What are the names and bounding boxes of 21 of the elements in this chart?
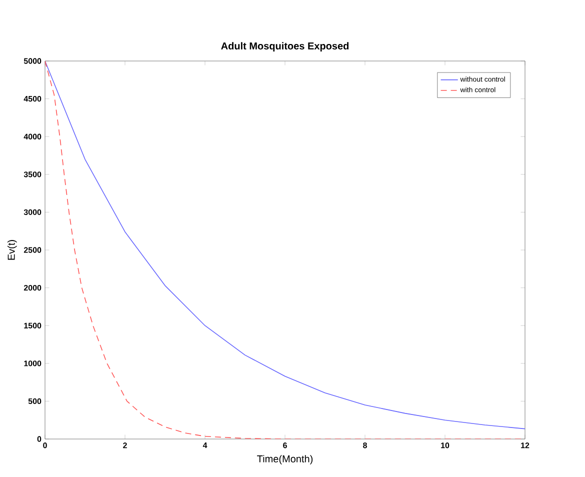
x-tick-label: 2: [123, 442, 127, 448]
chart-title: Adult Mosquitoes Exposed: [221, 42, 349, 52]
y-tick-label: 5000: [24, 58, 42, 64]
x-tick-label: 4: [202, 442, 208, 448]
y-tick-label: 3500: [24, 172, 42, 178]
y-tick-label: 4000: [24, 134, 42, 140]
x-tick-label: 8: [363, 442, 367, 448]
y-tick-label: 500: [28, 398, 42, 404]
x-tick-label: 10: [441, 442, 450, 448]
y-tick-label: 4500: [24, 96, 42, 102]
y-tick-label: 1000: [24, 360, 42, 366]
y-axis-title: Ev(t): [7, 240, 17, 260]
x-tick-label: 12: [521, 442, 530, 448]
x-tick-label: 0: [43, 442, 47, 448]
y-tick-label: 0: [37, 436, 42, 442]
y-tick-label: 1500: [24, 322, 42, 328]
x-tick-label: 6: [283, 442, 287, 448]
x-axis-title: Time(Month): [257, 455, 313, 464]
y-tick-label: 3000: [24, 209, 42, 216]
y-tick-label: 2000: [24, 284, 42, 291]
y-tick-label: 2500: [24, 247, 42, 253]
